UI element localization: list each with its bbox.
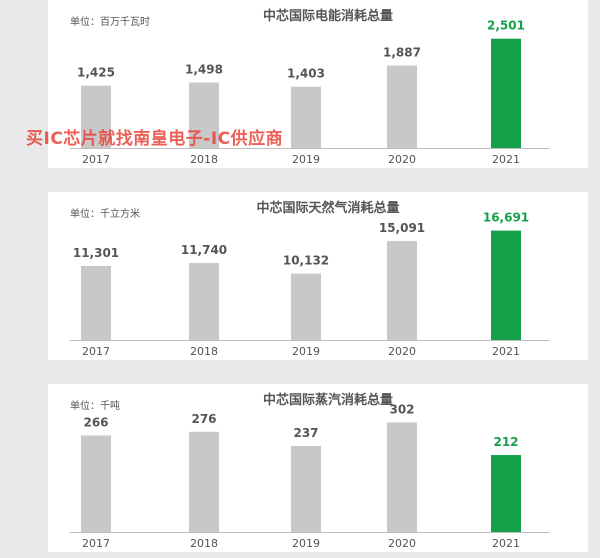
tick-label-steam-2019: 2019 bbox=[292, 537, 320, 550]
tick-label-steam-2021: 2021 bbox=[492, 537, 520, 550]
bar-natural-gas-2020 bbox=[387, 241, 417, 340]
bar-electricity-2017 bbox=[81, 85, 111, 148]
value-label-steam-2018: 276 bbox=[191, 412, 216, 426]
bar-electricity-2018 bbox=[189, 82, 219, 148]
bar-steam-2021 bbox=[491, 455, 521, 532]
bar-natural-gas-2021 bbox=[491, 230, 521, 340]
chart-natural-gas: 中芯国际天然气消耗总量 单位：千立方米 11,301 2017 11,740 2018 10… bbox=[70, 200, 550, 358]
value-label-steam-2017: 266 bbox=[83, 415, 108, 429]
bar-electricity-2021 bbox=[491, 38, 521, 148]
unit-label-electricity: 单位：百万千瓦时 bbox=[70, 15, 150, 28]
chart-title-steam: 中芯国际蒸汽消耗总量 bbox=[263, 392, 393, 408]
chart-title-natural-gas: 中芯国际天然气消耗总量 bbox=[256, 200, 399, 216]
tick-label-natural-gas-2019: 2019 bbox=[292, 345, 320, 358]
bar-natural-gas-2017 bbox=[81, 265, 111, 340]
tick-label-steam-2018: 2018 bbox=[190, 537, 218, 550]
tick-label-electricity-2017: 2017 bbox=[82, 153, 110, 166]
unit-label-steam: 单位：千吨 bbox=[70, 399, 120, 412]
bar-steam-2019 bbox=[291, 445, 321, 532]
bar-natural-gas-2018 bbox=[189, 263, 219, 340]
watermark-text: 买IC芯片就找南皇电子-IC供应商 bbox=[26, 129, 284, 149]
bar-steam-2018 bbox=[189, 431, 219, 532]
value-label-electricity-2021: 2,501 bbox=[487, 19, 525, 33]
value-label-electricity-2020: 1,887 bbox=[383, 46, 421, 60]
chart-steam: 中芯国际蒸汽消耗总量 单位：千吨 266 2017 276 2018 237 2019 302 2… bbox=[70, 392, 550, 550]
bar-steam-2017 bbox=[81, 435, 111, 532]
chart-panel-natural-gas: 中芯国际天然气消耗总量 单位：千立方米 11,301 2017 11,740 2018 10… bbox=[48, 192, 588, 360]
chart-panel-electricity: 中芯国际电能消耗总量 单位：百万千瓦时 1,425 2017 1,498 2018 1,40… bbox=[48, 0, 588, 168]
tick-label-electricity-2021: 2021 bbox=[492, 153, 520, 166]
value-label-natural-gas-2018: 11,740 bbox=[181, 243, 227, 257]
tick-label-electricity-2018: 2018 bbox=[190, 153, 218, 166]
value-label-natural-gas-2020: 15,091 bbox=[379, 221, 425, 235]
unit-label-natural-gas: 单位：千立方米 bbox=[70, 207, 140, 220]
value-label-steam-2019: 237 bbox=[293, 426, 318, 440]
value-label-electricity-2019: 1,403 bbox=[287, 67, 325, 81]
tick-label-steam-2020: 2020 bbox=[388, 537, 416, 550]
value-label-natural-gas-2021: 16,691 bbox=[483, 211, 529, 225]
value-label-steam-2021: 212 bbox=[493, 435, 518, 449]
value-label-natural-gas-2017: 11,301 bbox=[73, 246, 119, 260]
bar-electricity-2020 bbox=[387, 65, 417, 148]
chart-title-electricity: 中芯国际电能消耗总量 bbox=[263, 8, 393, 24]
tick-label-natural-gas-2018: 2018 bbox=[190, 345, 218, 358]
value-label-natural-gas-2019: 10,132 bbox=[283, 254, 329, 268]
chart-panel-steam: 中芯国际蒸汽消耗总量 单位：千吨 266 2017 276 2018 237 2019 302 2… bbox=[48, 384, 588, 552]
value-label-steam-2020: 302 bbox=[389, 402, 414, 416]
tick-label-electricity-2020: 2020 bbox=[388, 153, 416, 166]
chart-electricity: 中芯国际电能消耗总量 单位：百万千瓦时 1,425 2017 1,498 2018 1,40… bbox=[70, 8, 550, 166]
tick-label-steam-2017: 2017 bbox=[82, 537, 110, 550]
tick-label-natural-gas-2020: 2020 bbox=[388, 345, 416, 358]
bar-steam-2020 bbox=[387, 422, 417, 532]
bar-natural-gas-2019 bbox=[291, 273, 321, 340]
bar-electricity-2019 bbox=[291, 86, 321, 148]
tick-label-natural-gas-2017: 2017 bbox=[82, 345, 110, 358]
value-label-electricity-2018: 1,498 bbox=[185, 63, 223, 77]
tick-label-natural-gas-2021: 2021 bbox=[492, 345, 520, 358]
tick-label-electricity-2019: 2019 bbox=[292, 153, 320, 166]
value-label-electricity-2017: 1,425 bbox=[77, 66, 115, 80]
